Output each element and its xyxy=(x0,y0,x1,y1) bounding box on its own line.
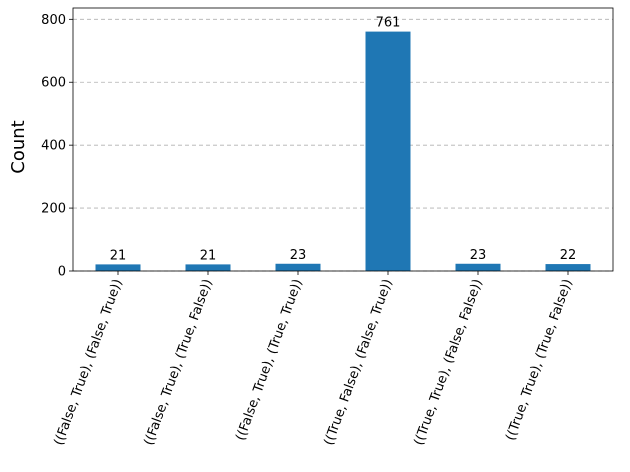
y-tick-label: 0 xyxy=(58,265,66,280)
x-tick-label: ((True, True), (True, False)) xyxy=(503,277,575,443)
x-tick-label: ((False, True), (True, False)) xyxy=(142,277,216,447)
y-tick-label: 200 xyxy=(41,202,66,217)
data-label: 21 xyxy=(110,248,127,263)
bar xyxy=(365,31,411,271)
bar xyxy=(95,264,141,271)
x-tick-label: ((False, True), (True, True)) xyxy=(233,277,305,443)
bar xyxy=(455,263,501,271)
y-tick-label: 400 xyxy=(41,139,66,154)
data-labels: 21 21 23 761 23 22 xyxy=(110,16,577,264)
axes: 0 200 400 600 800 ((False, True), (False, Tru… xyxy=(41,7,614,447)
data-label: 23 xyxy=(290,248,307,263)
bar xyxy=(545,264,591,271)
bar xyxy=(275,263,321,271)
data-label: 22 xyxy=(560,248,577,263)
x-tick-label: ((False, True), (False, True)) xyxy=(52,277,126,447)
data-label: 761 xyxy=(376,16,401,31)
bars xyxy=(95,31,591,271)
data-label: 23 xyxy=(470,248,487,263)
data-label: 21 xyxy=(200,248,217,263)
y-axis-title: Count xyxy=(8,120,29,173)
plot-frame xyxy=(72,7,614,272)
bar xyxy=(185,264,231,271)
y-tick-label: 800 xyxy=(41,13,66,28)
grid-lines xyxy=(73,18,613,272)
y-tick-label: 600 xyxy=(41,76,66,91)
x-tick-label: ((True, True), (False, False)) xyxy=(412,277,486,447)
x-tick-label: ((True, False), (False, True)) xyxy=(322,277,396,447)
